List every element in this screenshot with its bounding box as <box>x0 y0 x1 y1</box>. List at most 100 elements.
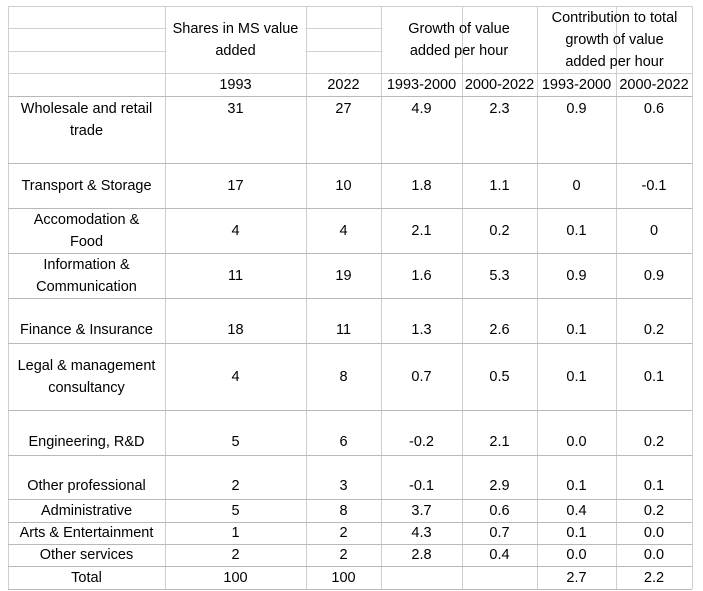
table-cell[interactable]: 18 <box>227 322 244 338</box>
table-cell[interactable]: 1.6 <box>411 267 432 284</box>
table-cell[interactable]: 0.1 <box>566 222 587 239</box>
header-year: 1993 <box>219 76 252 93</box>
table-cell[interactable]: 0.1 <box>566 478 587 494</box>
grid-vline <box>462 6 463 589</box>
table-cell[interactable]: 0.0 <box>643 547 665 563</box>
table-cell[interactable]: 0.0 <box>643 525 665 541</box>
table-cell[interactable]: 4 <box>339 222 348 239</box>
header-year: 2022 <box>327 76 360 93</box>
table-cell[interactable]: 2.1 <box>411 222 432 239</box>
grid-hline <box>8 208 692 209</box>
table-cell[interactable] <box>462 566 537 589</box>
table-cell[interactable]: 0.1 <box>643 478 665 494</box>
table-cell[interactable]: 17 <box>227 177 244 194</box>
table-cell[interactable]: 2.6 <box>489 322 510 338</box>
table-cell[interactable]: 0.2 <box>643 502 665 519</box>
table-cell[interactable]: 2.2 <box>643 569 665 586</box>
header-shares: Shares in MS value added <box>172 20 299 59</box>
table-cell[interactable]: 5.3 <box>489 267 510 284</box>
table-cell[interactable]: 27 <box>335 101 352 117</box>
row-label: Other professional <box>27 478 146 494</box>
table-cell[interactable]: 0.7 <box>411 368 432 385</box>
table-cell[interactable]: 0.9 <box>643 267 665 284</box>
table-cell[interactable]: 19 <box>335 267 352 284</box>
table-cell[interactable]: 0.2 <box>643 322 665 338</box>
grid-hline <box>306 28 381 29</box>
row-label: Information & Communication <box>36 256 137 295</box>
table-cell[interactable]: 0.7 <box>489 525 510 541</box>
table-cell[interactable]: 5 <box>231 502 240 519</box>
table-cell[interactable]: 100 <box>223 569 248 586</box>
table-cell[interactable]: 5 <box>231 434 240 450</box>
table-cell[interactable]: 2 <box>339 547 348 563</box>
table-cell[interactable]: 0.0 <box>566 434 587 450</box>
table-cell[interactable]: 0.4 <box>489 547 510 563</box>
table-cell[interactable]: 1.8 <box>411 177 432 194</box>
table-cell[interactable]: 4.3 <box>411 525 432 541</box>
table-cell[interactable]: 0.1 <box>566 525 587 541</box>
table-cell[interactable]: 1 <box>231 525 240 541</box>
table-cell[interactable]: 3 <box>339 478 348 494</box>
table-cell[interactable]: 0.0 <box>566 547 587 563</box>
table-cell[interactable]: 0 <box>649 222 659 239</box>
table-cell[interactable]: 0 <box>572 177 581 194</box>
table-cell[interactable]: 0.2 <box>489 222 510 239</box>
table-cell[interactable]: 4 <box>231 222 240 239</box>
table-cell[interactable]: -0.1 <box>641 177 667 194</box>
grid-hline <box>8 163 692 164</box>
grid-vline <box>692 6 693 589</box>
table-cell[interactable]: 4.9 <box>411 101 432 117</box>
table-cell[interactable]: 2.8 <box>411 547 432 563</box>
table-cell[interactable]: -0.2 <box>409 434 434 450</box>
grid-hline <box>8 253 692 254</box>
grid-hline <box>8 298 692 299</box>
table-cell[interactable]: 2.7 <box>566 569 587 586</box>
table-cell[interactable]: 0.9 <box>566 101 587 117</box>
table-cell[interactable]: 8 <box>339 368 348 385</box>
table-cell[interactable]: 0.5 <box>489 368 510 385</box>
table-cell[interactable]: 2.9 <box>489 478 510 494</box>
row-label: Arts & Entertainment <box>19 525 154 541</box>
table-cell[interactable]: 0.6 <box>489 502 510 519</box>
grid-hline <box>8 544 692 545</box>
table-cell[interactable]: 0.4 <box>566 502 587 519</box>
table-cell[interactable]: -0.1 <box>409 478 434 494</box>
table-cell[interactable]: 0.9 <box>566 267 587 284</box>
table-cell[interactable]: 0.6 <box>643 101 665 117</box>
table-cell[interactable]: 2 <box>231 547 240 563</box>
table-cell[interactable]: 11 <box>227 267 244 284</box>
table-cell[interactable]: 0.1 <box>643 368 665 385</box>
row-label: Total <box>71 569 102 586</box>
grid-hline <box>8 28 165 29</box>
header-contribution: Contribution to total growth of value ad… <box>551 9 678 70</box>
table-cell[interactable]: 1.1 <box>489 177 510 194</box>
table-cell[interactable]: 6 <box>339 434 348 450</box>
table-cell[interactable]: 3.7 <box>411 502 432 519</box>
table-cell[interactable]: 0.1 <box>566 368 587 385</box>
grid-hline <box>8 73 692 74</box>
table-cell[interactable] <box>381 566 462 589</box>
row-label: Finance & Insurance <box>20 322 153 338</box>
row-label: Wholesale and retail trade <box>20 101 153 139</box>
table-cell[interactable]: 0.2 <box>643 434 665 450</box>
table-cell[interactable]: 2.3 <box>489 101 510 117</box>
table-cell[interactable]: 4 <box>231 368 240 385</box>
table-cell[interactable]: 10 <box>335 177 352 194</box>
table-cell[interactable]: 11 <box>335 322 352 338</box>
table-cell[interactable]: 2 <box>231 478 240 494</box>
header-year: 2000-2022 <box>619 76 689 93</box>
table-cell[interactable]: 2.1 <box>489 434 510 450</box>
table-cell[interactable]: 0.1 <box>566 322 587 338</box>
table-cell[interactable]: 2 <box>339 525 348 541</box>
header-year: 2000-2022 <box>464 76 535 93</box>
table-cell[interactable]: 8 <box>339 502 348 519</box>
grid-hline <box>8 522 692 523</box>
grid-vline <box>165 6 166 589</box>
grid-hline <box>8 455 692 456</box>
table-cell[interactable]: 31 <box>227 101 244 117</box>
table-cell[interactable]: 1.3 <box>411 322 432 338</box>
grid-vline <box>8 6 9 589</box>
row-label: Other services <box>39 547 134 563</box>
table-cell[interactable]: 100 <box>331 569 356 586</box>
grid-hline <box>8 410 692 411</box>
